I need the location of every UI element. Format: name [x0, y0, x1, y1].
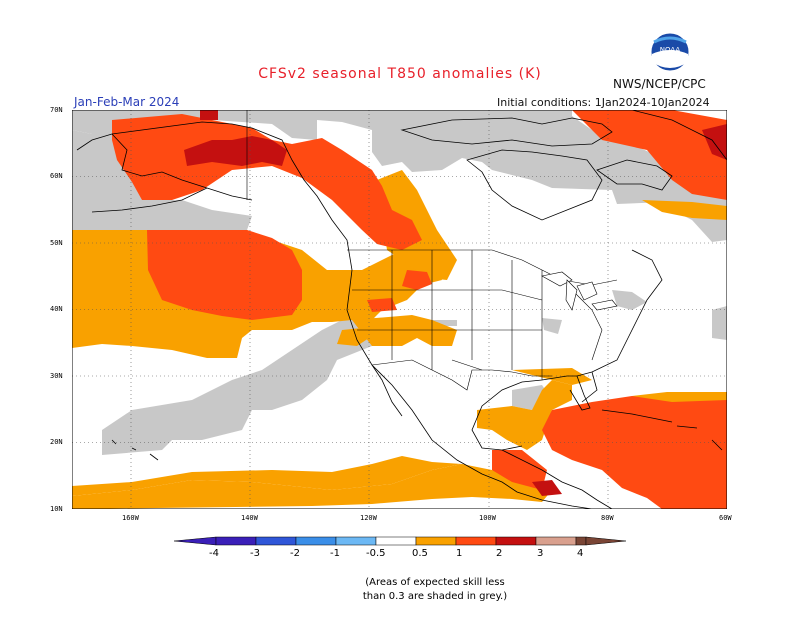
- colorbar-label-4: 4: [577, 548, 584, 559]
- lat-label-20n: 20N: [50, 438, 63, 446]
- colorbar-label-3: 3: [537, 548, 544, 559]
- skill-note: (Areas of expected skill less than 0.3 a…: [0, 576, 800, 604]
- lon-label-120w: 120W: [360, 514, 377, 522]
- colorbar-label-minus4: -4: [209, 548, 219, 559]
- lon-label-140w: 140W: [241, 514, 258, 522]
- skill-note-line2: than 0.3 are shaded in grey.): [362, 591, 508, 602]
- great-lakes: [541, 271, 618, 311]
- skill-note-line1: (Areas of expected skill less: [365, 577, 505, 588]
- graticule: [72, 110, 727, 509]
- initial-conditions: Initial conditions: 1Jan2024-10Jan2024: [497, 96, 710, 109]
- political-borders: [246, 110, 618, 391]
- forecast-period: Jan-Feb-Mar 2024: [74, 95, 180, 109]
- colorbar-label-minus2: -2: [290, 548, 300, 559]
- colorbar-label-minus3: -3: [250, 548, 260, 559]
- logo-text: NOAA: [660, 46, 681, 54]
- colorbar-label-0-5: 0.5: [412, 548, 428, 559]
- lon-label-80w: 80W: [601, 514, 614, 522]
- lat-label-40n: 40N: [50, 305, 63, 313]
- colorbar-label-minus0-5: -0.5: [366, 548, 386, 559]
- map-title: CFSv2 seasonal T850 anomalies (K): [258, 66, 542, 82]
- anomaly-map: [72, 110, 727, 509]
- colorbar-label-1: 1: [456, 548, 463, 559]
- lat-label-60n: 60N: [50, 172, 63, 180]
- lat-label-10n: 10N: [50, 505, 63, 513]
- coastlines: [76, 110, 727, 509]
- colorbar-label-2: 2: [496, 548, 503, 559]
- lat-label-70n: 70N: [50, 106, 63, 114]
- agency-label: NWS/NCEP/CPC: [613, 77, 706, 91]
- noaa-logo: NOAA: [650, 32, 690, 72]
- lat-label-30n: 30N: [50, 372, 63, 380]
- lon-label-60w: 60W: [719, 514, 732, 522]
- color-bar: [174, 536, 626, 546]
- lon-label-100w: 100W: [479, 514, 496, 522]
- colorbar-label-minus1: -1: [330, 548, 340, 559]
- lon-label-160w: 160W: [122, 514, 139, 522]
- lat-label-50n: 50N: [50, 239, 63, 247]
